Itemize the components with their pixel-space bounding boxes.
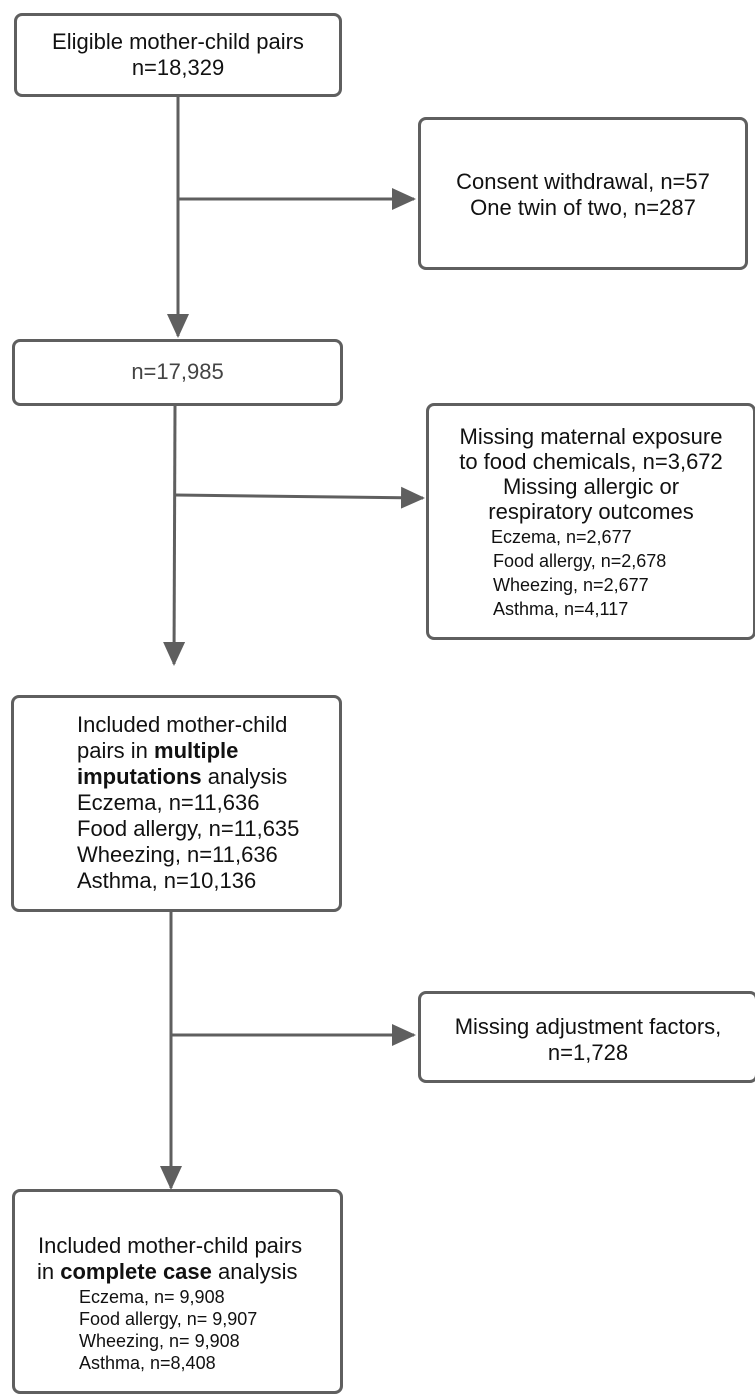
missing-eczema: Eczema, n=2,677 [491, 527, 632, 547]
multiple-eczema: Eczema, n=11,636 [77, 790, 260, 815]
complete-case-box: Included mother-child pairs in complete … [12, 1189, 343, 1394]
multiple-imputations-box: Included mother-child pairs in multiple … [11, 695, 342, 912]
missing-exposure-line1: Missing maternal exposure [459, 424, 723, 449]
arrow-to-excluded2 [174, 486, 425, 509]
arrow-remaining-to-multiple [163, 405, 186, 666]
missing-outcomes-line2: respiratory outcomes [488, 499, 694, 524]
missing-asthma: Asthma, n=4,117 [493, 599, 629, 619]
multiple-asthma: Asthma, n=10,136 [77, 868, 257, 893]
consent-withdrawal-text: Consent withdrawal, n=57 [456, 169, 710, 194]
complete-title-line2: in complete case analysis [37, 1259, 298, 1284]
exclusion-box-adjustment: Missing adjustment factors, n=1,728 [418, 991, 755, 1083]
remaining-count: n=17,985 [131, 359, 224, 384]
one-twin-text: One twin of two, n=287 [470, 195, 696, 220]
complete-wheezing: Wheezing, n= 9,908 [79, 1331, 240, 1351]
missing-wheezing: Wheezing, n=2,677 [493, 575, 649, 595]
multiple-food-allergy: Food allergy, n=11,635 [77, 816, 300, 841]
eligible-label: Eligible mother-child pairs [52, 29, 304, 54]
missing-food-allergy: Food allergy, n=2,678 [493, 551, 667, 571]
multiple-title-line1: Included mother-child [77, 712, 288, 737]
missing-outcomes-line1: Missing allergic or [502, 474, 680, 499]
eligible-count: n=18,329 [131, 55, 225, 80]
exclusion-box-consent: Consent withdrawal, n=57 One twin of two… [418, 117, 748, 270]
complete-food-allergy: Food allergy, n= 9,907 [79, 1309, 258, 1329]
remaining-pairs-box: n=17,985 [12, 339, 343, 406]
multiple-title-line3: imputations analysis [77, 764, 288, 789]
missing-adjustment-text: Missing adjustment factors, [454, 1014, 722, 1039]
complete-eczema: Eczema, n= 9,908 [79, 1287, 225, 1307]
multiple-wheezing: Wheezing, n=11,636 [77, 842, 278, 867]
multiple-title-line2: pairs in multiple [77, 738, 239, 763]
exclusion-box-missing-data: Missing maternal exposure to food chemic… [426, 403, 755, 640]
complete-title-line1: Included mother-child pairs [38, 1233, 303, 1258]
missing-adjustment-count: n=1,728 [547, 1040, 629, 1065]
complete-asthma: Asthma, n=8,408 [79, 1353, 216, 1373]
missing-exposure-line2: to food chemicals, n=3,672 [459, 449, 723, 474]
eligible-pairs-box: Eligible mother-child pairs n=18,329 [14, 13, 342, 97]
